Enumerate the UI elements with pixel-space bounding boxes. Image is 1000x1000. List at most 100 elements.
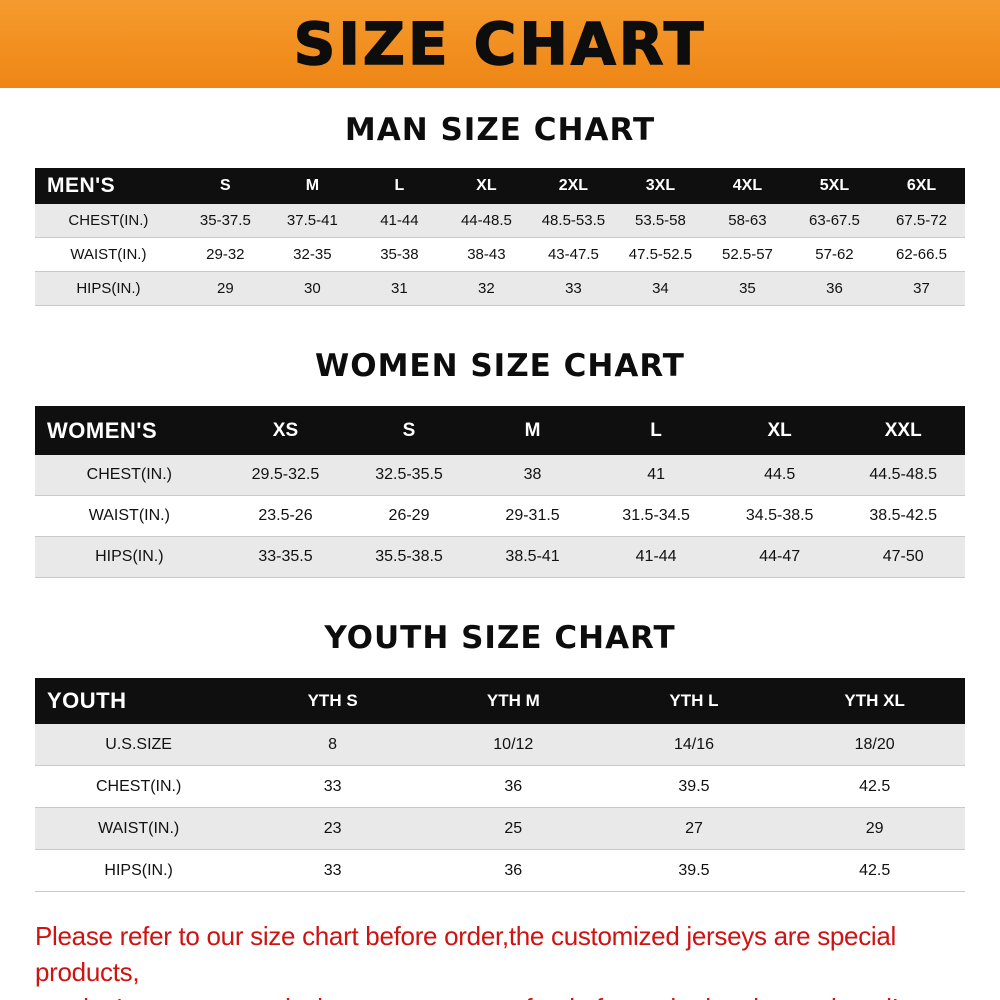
row-label-cell: WAIST(IN.) — [70, 246, 147, 263]
value-cell: 38.5-41 — [505, 548, 560, 565]
value-cell: 53.5-58 — [634, 212, 686, 229]
value-cell: 48.5-53.5 — [541, 212, 606, 229]
men-size-table: MEN'S S M L XL 2XL 3XL 4XL 5XL 6XL CHEST(IN.) 35-37… — [35, 168, 965, 306]
value-cell: 41-44 — [635, 548, 677, 565]
table-row: HIPS(IN.) 29 30 31 32 33 34 35 36 37 — [35, 271, 965, 306]
value-cell: 35-37.5 — [199, 212, 251, 229]
row-label-cell: WAIST(IN.) — [98, 819, 180, 837]
table-title-cell: WOMEN'S — [35, 406, 224, 455]
value-cell: 44-47 — [759, 548, 801, 565]
size-header-cell: YTH L — [603, 678, 785, 724]
row-label-cell: HIPS(IN.) — [95, 548, 164, 565]
table-row: CHEST(IN.) 29.5-32.5 32.5-35.5 38 41 44.5 44.5… — [35, 455, 965, 496]
value-cell: 63-67.5 — [809, 212, 860, 229]
size-header-cell: XXL — [841, 406, 965, 455]
value-cell: 44.5-48.5 — [869, 466, 938, 483]
value-cell: 35-38 — [380, 246, 419, 263]
value-cell: 35 — [739, 280, 756, 297]
row-label-cell: HIPS(IN.) — [76, 280, 141, 297]
value-cell: 38-43 — [467, 246, 506, 263]
value-cell: 38 — [523, 466, 542, 483]
value-cell: 32 — [478, 280, 495, 297]
value-cell: 39.5 — [678, 861, 710, 879]
table-row: HIPS(IN.) 33-35.5 35.5-38.5 38.5-41 41-44 44-… — [35, 536, 965, 578]
value-cell: 31 — [391, 280, 408, 297]
value-cell: 37.5-41 — [286, 212, 338, 229]
size-header-cell: XL — [717, 406, 842, 455]
value-cell: 30 — [304, 280, 321, 297]
table-header-row: MEN'S S M L XL 2XL 3XL 4XL 5XL 6XL — [35, 168, 965, 204]
row-label-cell: HIPS(IN.) — [104, 861, 173, 879]
value-cell: 57-62 — [815, 246, 854, 263]
value-cell: 34 — [652, 280, 669, 297]
value-cell: 10/12 — [493, 735, 534, 753]
youth-section-heading: YOUTH SIZE CHART — [324, 620, 676, 656]
value-cell: 44.5 — [764, 466, 796, 483]
value-cell: 23 — [323, 819, 342, 837]
table-row: WAIST(IN.) 23 25 27 29 — [35, 807, 965, 850]
value-cell: 43-47.5 — [547, 246, 599, 263]
value-cell: 67.5-72 — [896, 212, 947, 229]
value-cell: 42.5 — [859, 861, 891, 879]
table-header-row: WOMEN'S XS S M L XL XXL — [35, 406, 965, 455]
row-label-cell: WAIST(IN.) — [88, 507, 170, 524]
value-cell: 33 — [323, 777, 342, 795]
size-header-cell: 4XL — [703, 168, 791, 204]
table-row: U.S.SIZE 8 10/12 14/16 18/20 — [35, 724, 965, 766]
value-cell: 25 — [504, 819, 523, 837]
value-cell: 8 — [328, 735, 338, 753]
size-header-cell: YTH S — [242, 678, 423, 724]
value-cell: 34.5-38.5 — [745, 507, 814, 524]
row-label-cell: CHEST(IN.) — [95, 777, 182, 795]
value-cell: 62-66.5 — [896, 246, 947, 263]
value-cell: 44-48.5 — [460, 212, 512, 229]
value-cell: 27 — [685, 819, 703, 837]
size-header-cell: L — [594, 406, 718, 455]
value-cell: 41 — [647, 466, 665, 483]
value-cell: 23.5-26 — [258, 507, 313, 524]
value-cell: 29-31.5 — [505, 507, 560, 524]
value-cell: 33 — [323, 861, 342, 879]
value-cell: 35.5-38.5 — [375, 548, 443, 565]
table-row: WAIST(IN.) 23.5-26 26-29 29-31.5 31.5-34.5 34… — [35, 495, 965, 537]
value-cell: 36 — [504, 777, 523, 795]
size-header-cell: XL — [442, 168, 530, 204]
value-cell: 29-32 — [206, 246, 245, 263]
value-cell: 36 — [504, 861, 523, 879]
size-header-cell: 2XL — [529, 168, 617, 204]
value-cell: 38.5-42.5 — [869, 507, 938, 524]
value-cell: 39.5 — [678, 777, 710, 795]
table-row: CHEST(IN.) 33 36 39.5 42.5 — [35, 765, 965, 808]
table-row: WAIST(IN.) 29-32 32-35 35-38 38-43 43-47.5 47.… — [35, 237, 965, 272]
value-cell: 33-35.5 — [258, 548, 313, 565]
table-header-row: YOUTH YTH S YTH M YTH L YTH XL — [35, 678, 965, 724]
size-header-cell: 5XL — [790, 168, 878, 204]
size-header-cell: S — [181, 168, 269, 204]
youth-size-table: YOUTH YTH S YTH M YTH L YTH XL U.S.SIZE 8 10/12… — [35, 678, 965, 892]
value-cell: 29.5-32.5 — [251, 466, 320, 483]
row-label-cell: CHEST(IN.) — [68, 212, 149, 229]
value-cell: 37 — [913, 280, 930, 297]
value-cell: 32.5-35.5 — [375, 466, 443, 483]
value-cell: 33 — [565, 280, 582, 297]
row-label-cell: U.S.SIZE — [105, 735, 172, 753]
footer-note: Please refer to our size chart before or… — [35, 918, 1000, 1000]
value-cell: 29 — [865, 819, 884, 837]
footer-line-1: Please refer to our size chart before or… — [35, 921, 897, 987]
table-title-cell: MEN'S — [35, 168, 182, 204]
value-cell: 31.5-34.5 — [622, 507, 690, 524]
value-cell: 52.5-57 — [722, 246, 773, 263]
banner: SIZE CHART — [0, 0, 1000, 88]
size-header-cell: M — [470, 406, 595, 455]
men-section-heading: MAN SIZE CHART — [344, 112, 656, 148]
value-cell: 42.5 — [859, 777, 891, 795]
women-size-table: WOMEN'S XS S M L XL XXL CHEST(IN.) 29.5-32.5 32.5… — [35, 406, 965, 578]
value-cell: 58-63 — [728, 212, 767, 229]
size-header-cell: YTH XL — [784, 678, 965, 724]
value-cell: 18/20 — [854, 735, 895, 753]
size-header-cell: YTH M — [422, 678, 604, 724]
size-header-cell: XS — [223, 406, 348, 455]
table-row: HIPS(IN.) 33 36 39.5 42.5 — [35, 849, 965, 892]
size-header-cell: M — [268, 168, 356, 204]
